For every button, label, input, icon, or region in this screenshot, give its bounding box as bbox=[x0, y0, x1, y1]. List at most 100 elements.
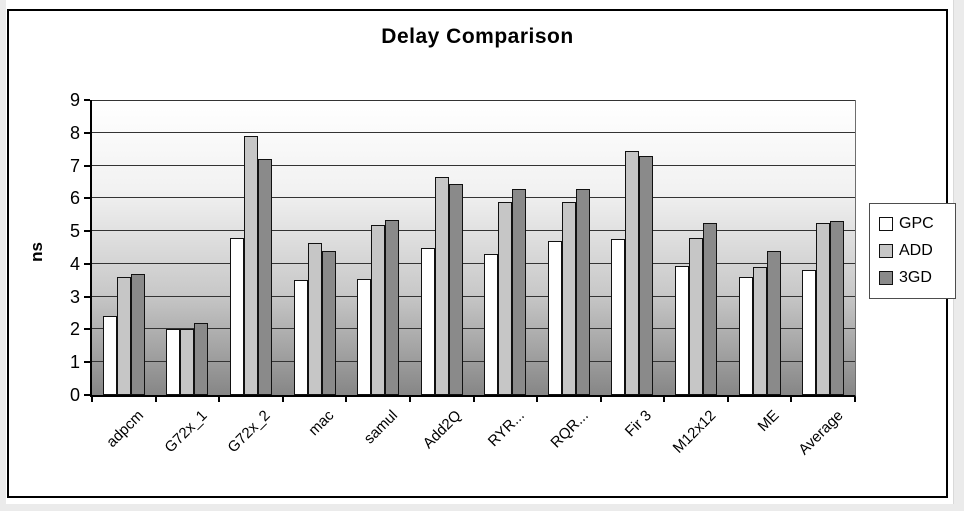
bar-add-m12x12 bbox=[689, 237, 703, 395]
y-axis-tick-label-6: 6 bbox=[69, 188, 80, 209]
bar-3gd-adpcm bbox=[131, 273, 145, 395]
x-axis-tick-1 bbox=[155, 397, 157, 402]
gridline-5 bbox=[92, 230, 855, 232]
chart-card: Delay Comparison ns 0 1 2 3 4 5 6 7 8 9 adpcm G72x_… bbox=[7, 9, 956, 498]
bar-add-samul bbox=[371, 224, 385, 395]
gridline-6 bbox=[92, 197, 855, 199]
x-axis-label-rqr: RQR... bbox=[547, 407, 592, 452]
x-axis-label-add2q: Add2Q bbox=[419, 407, 465, 453]
bar-gpc-me bbox=[739, 277, 753, 395]
y-axis-tick-2 bbox=[84, 328, 90, 331]
bar-gpc-m12x12 bbox=[675, 265, 689, 395]
x-axis-label-ryr: RYR... bbox=[485, 407, 529, 451]
y-axis-tick-label-3: 3 bbox=[69, 286, 80, 307]
y-axis-tick-4 bbox=[84, 262, 90, 265]
bar-3gd-mac bbox=[322, 250, 336, 395]
legend-item-add: ADD bbox=[879, 242, 955, 260]
x-axis-label-g72x-1: G72x_1 bbox=[161, 407, 211, 457]
x-axis-tick-10 bbox=[727, 397, 729, 402]
x-axis-tick-4 bbox=[345, 397, 347, 402]
legend-item-gpc: GPC bbox=[879, 215, 955, 233]
y-axis-tick-6 bbox=[84, 197, 90, 200]
bar-gpc-g72x-2 bbox=[230, 237, 244, 395]
y-axis-tick-label-4: 4 bbox=[69, 253, 80, 274]
plot-area: 0 1 2 3 4 5 6 7 8 9 adpcm G72x_1 G72x_2 mac samul Add2Q… bbox=[70, 90, 856, 458]
bar-3gd-m12x12 bbox=[703, 222, 717, 395]
y-axis-tick-7 bbox=[84, 164, 90, 167]
bar-add-fir-3 bbox=[625, 150, 639, 395]
gridline-4 bbox=[92, 262, 855, 264]
bar-3gd-me bbox=[767, 250, 781, 395]
bar-add-average bbox=[816, 222, 830, 395]
x-axis-label-fir-3: Fir 3 bbox=[622, 407, 656, 441]
y-axis-tick-0 bbox=[84, 394, 90, 396]
bar-gpc-adpcm bbox=[103, 316, 117, 395]
legend-swatch-gpc bbox=[879, 217, 893, 231]
x-axis-tick-9 bbox=[663, 397, 665, 402]
y-axis-tick-label-0: 0 bbox=[69, 385, 80, 405]
gridline-8 bbox=[92, 131, 855, 133]
gridline-2 bbox=[92, 328, 855, 330]
bar-gpc-fir-3 bbox=[611, 239, 625, 395]
y-axis-tick-5 bbox=[84, 230, 90, 233]
x-axis-tick-3 bbox=[282, 397, 284, 402]
bar-3gd-g72x-2 bbox=[258, 159, 272, 395]
x-axis-label-me: ME bbox=[754, 407, 783, 435]
bar-3gd-ryr bbox=[512, 188, 526, 395]
gridline-1 bbox=[92, 361, 855, 363]
y-axis-tick-label-1: 1 bbox=[69, 352, 80, 373]
x-axis-tick-5 bbox=[409, 397, 411, 402]
y-axis-tick-9 bbox=[84, 99, 90, 101]
x-axis-tick-11 bbox=[790, 397, 792, 402]
bar-add-rqr bbox=[562, 201, 576, 395]
bar-add-g72x-1 bbox=[180, 329, 194, 395]
legend-label-3gd: 3GD bbox=[899, 269, 932, 286]
bar-gpc-mac bbox=[294, 280, 308, 395]
bar-gpc-ryr bbox=[484, 254, 498, 395]
bar-add-mac bbox=[308, 242, 322, 395]
gridline-3 bbox=[92, 295, 855, 297]
bar-3gd-samul bbox=[385, 219, 399, 395]
bar-add-g72x-2 bbox=[244, 136, 258, 395]
legend-swatch-3gd bbox=[879, 271, 893, 285]
y-axis-tick-1 bbox=[84, 361, 90, 364]
bar-add-adpcm bbox=[117, 277, 131, 395]
gridline-9 bbox=[92, 100, 855, 101]
gridline-7 bbox=[92, 164, 855, 166]
legend-item-3gd: 3GD bbox=[879, 269, 955, 287]
x-axis-tick-2 bbox=[218, 397, 220, 402]
bar-3gd-rqr bbox=[576, 188, 590, 395]
x-axis-label-mac: mac bbox=[305, 407, 338, 440]
legend-label-gpc: GPC bbox=[899, 215, 934, 232]
x-axis-tick-12 bbox=[854, 397, 856, 402]
bar-3gd-average bbox=[830, 221, 844, 395]
legend: GPC ADD 3GD bbox=[869, 203, 956, 299]
bar-add-me bbox=[753, 267, 767, 395]
bar-add-ryr bbox=[498, 201, 512, 395]
x-axis-label-average: Average bbox=[794, 407, 847, 459]
y-axis-tick-label-9: 9 bbox=[69, 90, 80, 110]
x-axis-tick-7 bbox=[536, 397, 538, 402]
bar-add-add2q bbox=[435, 177, 449, 395]
x-axis-tick-6 bbox=[473, 397, 475, 402]
page-edge-strip-left bbox=[0, 0, 6, 511]
page-edge-strip-bottom bbox=[0, 504, 964, 511]
x-axis-label-samul: samul bbox=[360, 407, 402, 448]
x-axis-label-adpcm: adpcm bbox=[102, 407, 147, 451]
chart-title: Delay Comparison bbox=[381, 25, 574, 48]
bar-gpc-add2q bbox=[421, 247, 435, 395]
legend-label-add: ADD bbox=[899, 242, 933, 259]
legend-swatch-add bbox=[879, 244, 893, 258]
bar-3gd-fir-3 bbox=[639, 155, 653, 395]
x-axis-label-g72x-2: G72x_2 bbox=[224, 407, 274, 457]
x-axis-tick-0 bbox=[91, 397, 93, 402]
bar-3gd-g72x-1 bbox=[194, 322, 208, 395]
bar-gpc-samul bbox=[357, 278, 371, 395]
x-axis-tick-8 bbox=[600, 397, 602, 402]
y-axis-tick-8 bbox=[84, 131, 90, 134]
y-axis-tick-3 bbox=[84, 295, 90, 298]
bar-gpc-average bbox=[802, 270, 816, 395]
x-axis-label-m12x12: M12x12 bbox=[669, 407, 720, 457]
bar-3gd-add2q bbox=[449, 183, 463, 395]
